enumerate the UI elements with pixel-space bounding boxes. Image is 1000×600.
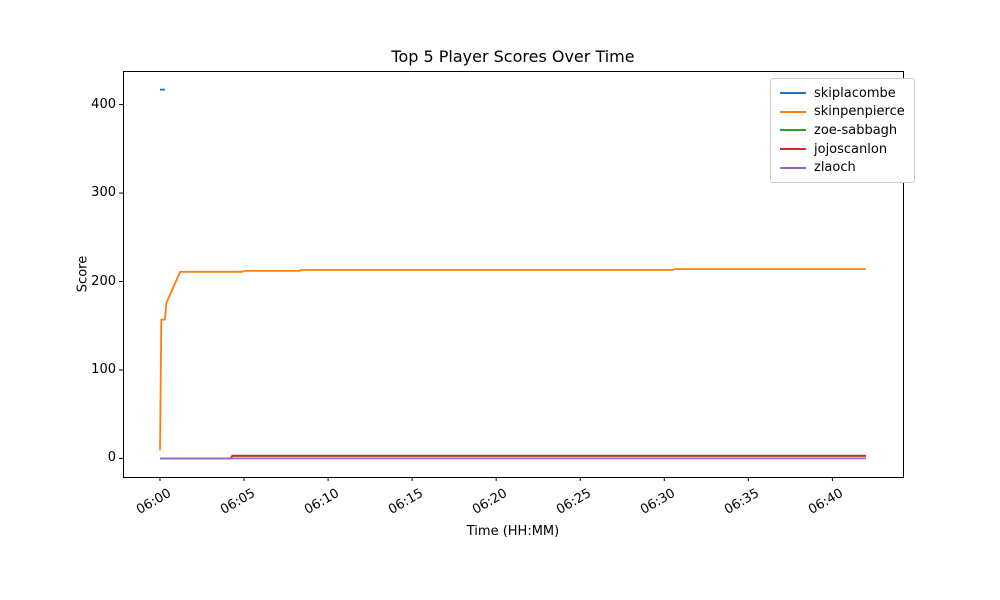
y-axis-label: Score [75,255,91,293]
legend-item-zlaoch: zlaoch [780,158,905,177]
legend-item-skiplacombe: skiplacombe [780,84,905,103]
y-tick-label: 300 [91,185,116,201]
series-line-skinpenpierce [159,268,866,451]
legend-label: zoe-sabbagh [814,122,898,138]
legend-line-icon [780,148,806,151]
legend-line-icon [780,129,806,132]
legend-line-icon [780,92,806,95]
plot-frame [123,71,904,478]
y-tick-label: 400 [91,96,116,112]
legend-item-zoe-sabbagh: zoe-sabbagh [780,121,905,140]
legend-line-icon [780,110,806,113]
legend-label: skiplacombe [814,85,896,101]
legend-item-skinpenpierce: skinpenpierce [780,103,905,122]
legend-item-jojoscanlon: jojoscanlon [780,140,905,159]
y-tick-label: 100 [91,361,116,377]
legend: skiplacombe skinpenpierce zoe-sabbagh jojos… [770,78,915,183]
chart-title: Top 5 Player Scores Over Time [391,47,635,66]
legend-label: jojoscanlon [814,141,888,157]
x-axis-label: Time (HH:MM) [466,524,560,539]
legend-label: skinpenpierce [814,104,905,120]
legend-label: zlaoch [814,160,856,176]
legend-line-icon [780,166,806,169]
y-tick-label: 0 [107,450,116,466]
y-tick-label: 200 [91,273,116,289]
